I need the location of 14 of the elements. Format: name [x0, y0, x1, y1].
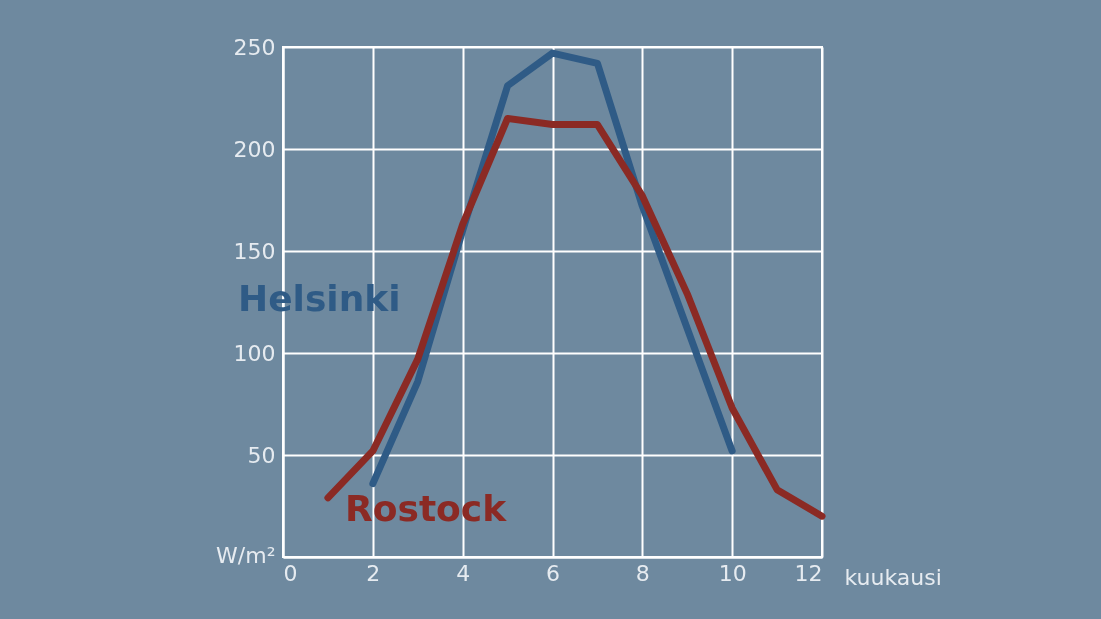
- x-axis-title: kuukausi: [844, 564, 942, 590]
- x-tick-label: 12: [794, 560, 823, 586]
- x-tick-label: 4: [456, 560, 471, 586]
- y-tick-label: 250: [233, 34, 276, 60]
- x-tick-label: 6: [546, 560, 560, 586]
- y-tick-label: 100: [233, 340, 276, 366]
- x-tick-label: 8: [635, 560, 650, 586]
- y-tick-label: 150: [233, 238, 276, 264]
- x-tick-label: 10: [718, 560, 747, 586]
- x-tick-label: 0: [283, 560, 298, 586]
- y-axis-title: W/m²: [216, 542, 276, 568]
- y-tick-label: 200: [233, 136, 276, 162]
- x-tick-label: 2: [366, 560, 381, 586]
- y-tick-label: 50: [247, 442, 276, 468]
